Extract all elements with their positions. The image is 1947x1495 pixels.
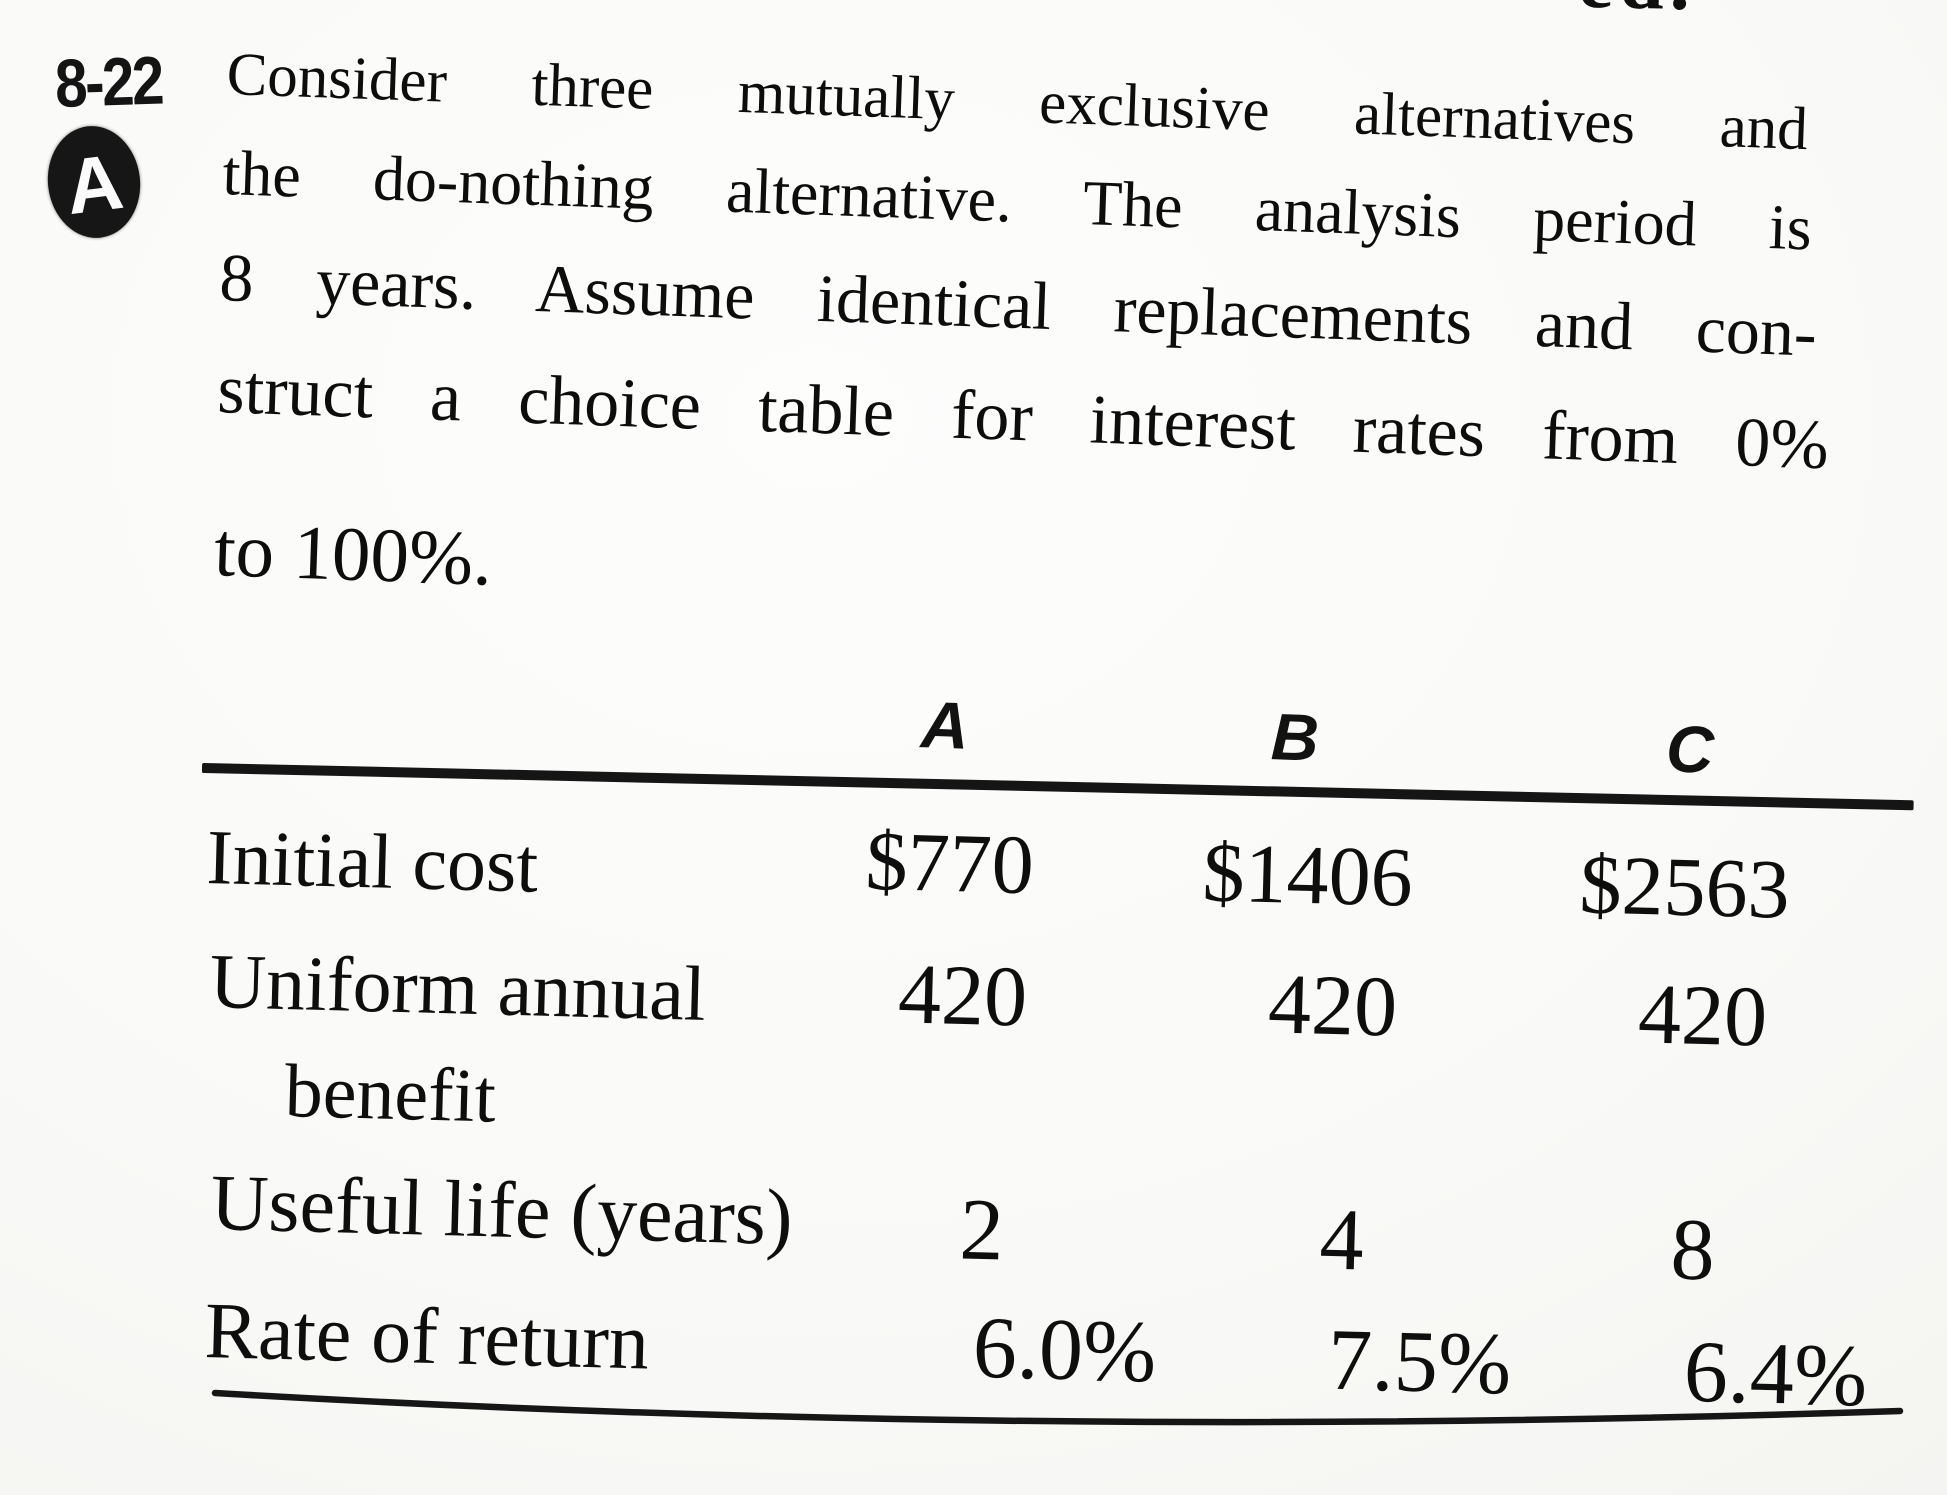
table-row-label: Rate of return xyxy=(203,1286,651,1387)
table-column-header-b: B xyxy=(1269,699,1321,775)
table-cell: 420 xyxy=(1636,965,1769,1065)
table-row-label-continued: benefit xyxy=(283,1048,497,1139)
section-badge-icon: A xyxy=(41,120,147,244)
table-cell: 4 xyxy=(1318,1191,1365,1290)
section-badge-letter: A xyxy=(60,136,128,232)
table-row-label: Uniform annual xyxy=(208,936,707,1037)
table-column-header-c: C xyxy=(1664,711,1716,787)
table-cell: $770 xyxy=(864,814,1035,913)
table-column-header-a: A xyxy=(919,687,971,763)
truncated-text-fragment: ed. xyxy=(1577,0,1697,27)
table-cell: 2 xyxy=(958,1181,1005,1280)
table-cell: 420 xyxy=(1266,955,1399,1055)
problem-text-line: 8 years. Assume identical replacements a… xyxy=(218,238,1818,371)
table-bottom-rule xyxy=(211,1389,1904,1426)
problem-text-line: to 100%. xyxy=(212,505,494,602)
problem-number: 8-22 xyxy=(53,42,163,122)
table-row-label: Useful life (years) xyxy=(209,1158,794,1263)
table-cell: 420 xyxy=(896,945,1029,1045)
table-cell: $1406 xyxy=(1201,826,1414,925)
problem-text-line: struct a choice table for interest rates… xyxy=(216,350,1830,485)
table-cell: $2563 xyxy=(1578,838,1791,937)
table-cell: 8 xyxy=(1669,1201,1716,1300)
table-row-label: Initial cost xyxy=(205,812,540,909)
